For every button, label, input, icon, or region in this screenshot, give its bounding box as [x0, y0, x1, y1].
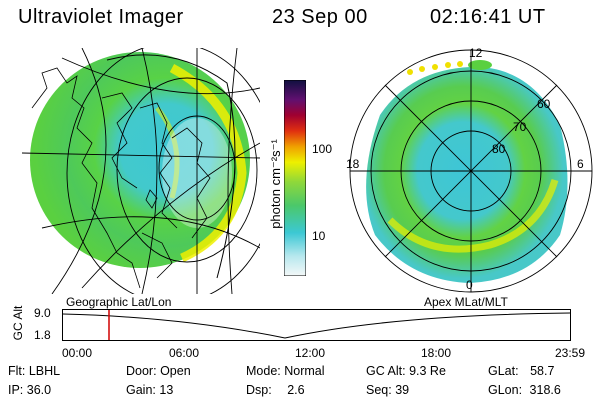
coastlines: [31, 67, 211, 289]
status-ip: IP: 36.0: [8, 383, 51, 397]
seq-value: 39: [395, 383, 410, 397]
altitude-ytick-high: 9.0: [34, 306, 51, 320]
dsp-value: 2.6: [287, 383, 305, 397]
dsp-label: Dsp:: [246, 383, 272, 397]
altitude-plot-frame: [62, 309, 571, 341]
auroral-oval: [387, 178, 559, 253]
time-label: 02:16:41 UT: [430, 6, 546, 28]
geographic-caption: Geographic Lat/Lon: [66, 295, 172, 309]
colorbar-unit-label: photon cm⁻²s⁻¹: [268, 139, 283, 229]
dayside-patch: [468, 60, 492, 70]
mlat-mlt-grid: [349, 49, 593, 293]
time-tick-1800: 18:00: [421, 346, 452, 360]
ip-label: IP:: [8, 383, 24, 397]
glat-value: 58.7: [530, 364, 555, 378]
earth-limb: [106, 54, 236, 279]
altitude-ytick-low: 1.8: [34, 328, 51, 342]
gain-label: Gain:: [126, 383, 156, 397]
flt-label: Flt:: [8, 364, 26, 378]
time-tick-2359: 23:59: [555, 346, 586, 360]
colorbar-tick-100: 100: [312, 142, 333, 156]
ip-value: 36.0: [26, 383, 52, 397]
altitude-ylabel: GC Alt: [11, 305, 25, 341]
status-door: Door: Open: [126, 364, 191, 378]
door-value: Open: [160, 364, 191, 378]
colorbar-tick-10: 10: [312, 229, 326, 243]
gcalt-label: GC Alt:: [366, 364, 406, 378]
auroral-arc-inner: [155, 106, 180, 199]
mlt-label-0: 0: [466, 278, 473, 292]
date-label: 23 Sep 00: [272, 6, 368, 28]
status-flt: Flt: LBHL: [8, 364, 60, 378]
altitude-plot: [62, 309, 571, 341]
status-glat: GLat: 58.7: [488, 364, 554, 378]
geographic-auroral-image: [22, 48, 260, 294]
time-tick-1200: 12:00: [295, 346, 326, 360]
mlt-label-18: 18: [346, 157, 360, 171]
seq-label: Seq:: [366, 383, 392, 397]
time-tick-0600: 06:00: [169, 346, 200, 360]
mode-value: Normal: [284, 364, 325, 378]
status-dsp: Dsp: 2.6: [246, 383, 305, 397]
time-tick-0000: 00:00: [62, 346, 93, 360]
status-gain: Gain: 13: [126, 383, 173, 397]
lat-label-80: 80: [492, 142, 506, 156]
lat-label-60: 60: [537, 97, 551, 111]
door-label: Door:: [126, 364, 157, 378]
status-glon: GLon: 318.6: [488, 383, 561, 397]
glon-value: 318.6: [529, 383, 561, 397]
emission-disk: [30, 52, 250, 268]
intensity-colorbar: [284, 80, 306, 276]
apex-caption: Apex MLat/MLT: [424, 295, 508, 309]
instrument-title: Ultraviolet Imager: [18, 6, 184, 28]
glon-label: GLon:: [488, 383, 523, 397]
dayside-spots: [407, 61, 463, 75]
glat-label: GLat:: [488, 364, 519, 378]
gcalt-value: 9.3 Re: [409, 364, 446, 378]
polar-auroral-image: [349, 49, 593, 293]
flt-value: LBHL: [28, 364, 61, 378]
status-seq: Seq: 39: [366, 383, 409, 397]
mode-label: Mode:: [246, 364, 281, 378]
status-gcalt: GC Alt: 9.3 Re: [366, 364, 446, 378]
status-mode: Mode: Normal: [246, 364, 325, 378]
gain-value: 13: [159, 383, 174, 397]
lat-lon-grid: [22, 48, 260, 294]
mlt-label-12: 12: [469, 46, 483, 60]
lat-label-70: 70: [513, 120, 527, 134]
auroral-arc: [169, 64, 247, 263]
mlt-label-6: 6: [577, 157, 584, 171]
altitude-curve: [62, 312, 571, 339]
